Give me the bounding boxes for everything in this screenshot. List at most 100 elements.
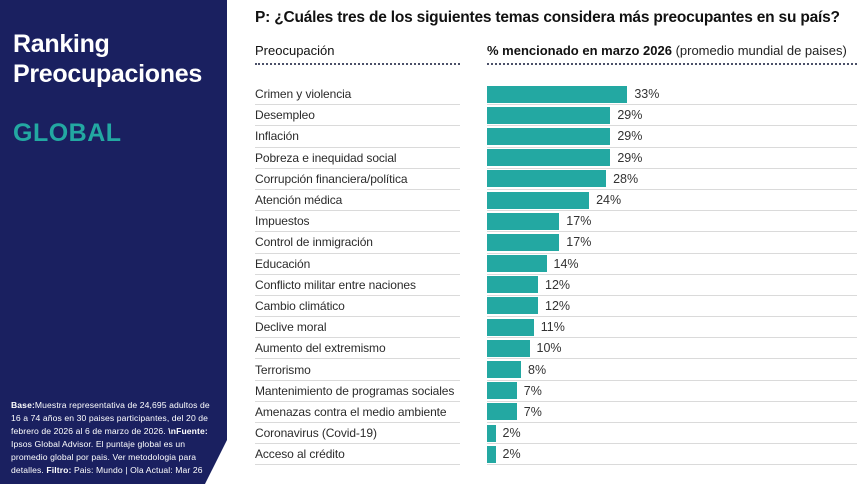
bar-cell: 7% (487, 402, 857, 423)
bar (487, 233, 560, 251)
value-label: 12% (545, 298, 571, 313)
category-label: Amenazas contra el medio ambiente (255, 402, 460, 423)
category-label: Impuestos (255, 211, 460, 233)
value-label: 33% (634, 87, 660, 102)
bar (487, 318, 534, 336)
table-row: Mantenimiento de programas sociales 7% (255, 381, 857, 402)
chart-panel: P: ¿Cuáles tres de los siguientes temas … (255, 0, 857, 484)
table-row: Control de inmigración 17% (255, 232, 857, 254)
bar (487, 127, 611, 145)
category-label: Corrupción financiera/política (255, 169, 460, 190)
value-label: 28% (613, 171, 639, 186)
bar-cell: 12% (487, 275, 857, 296)
percent-header-bold: % mencionado en marzo 2026 (487, 43, 672, 58)
bar (487, 424, 496, 442)
bar (487, 212, 560, 230)
table-header: Preocupación % mencionado en marzo 2026 … (255, 43, 857, 65)
value-label: 2% (502, 447, 521, 462)
table-row: Atención médica 24% (255, 190, 857, 212)
category-label: Acceso al crédito (255, 444, 460, 466)
bar (487, 255, 547, 273)
value-label: 14% (553, 256, 579, 271)
bar (487, 382, 517, 400)
table-row: Crimen y violencia 33% (255, 84, 857, 106)
table-row: Impuestos 17% (255, 211, 857, 233)
bar-cell: 12% (487, 296, 857, 318)
bar-cell: 2% (487, 444, 857, 466)
table-row: Aumento del extremismo 10% (255, 338, 857, 360)
table-row: Declive moral 11% (255, 317, 857, 339)
table-row: Conflicto militar entre naciones 12% (255, 275, 857, 296)
category-label: Inflación (255, 126, 460, 148)
table-row: Educación 14% (255, 254, 857, 275)
percent-header-note: (promedio mundial de paises) (671, 43, 847, 58)
bar (487, 339, 530, 357)
value-label: 11% (540, 320, 565, 335)
category-label: Desempleo (255, 105, 460, 127)
category-label: Cambio climático (255, 296, 460, 318)
value-label: 29% (617, 150, 643, 165)
table-row: Desempleo 29% (255, 105, 857, 127)
sidebar: Ranking Preocupaciones GLOBAL Base:Muest… (0, 0, 227, 484)
value-label: 29% (617, 108, 643, 123)
value-label: 12% (545, 277, 571, 292)
category-label: Atención médica (255, 190, 460, 212)
bar-cell: 24% (487, 190, 857, 212)
category-label: Declive moral (255, 317, 460, 339)
table-row: Corrupción financiera/política 28% (255, 169, 857, 190)
bar-cell: 33% (487, 84, 857, 106)
table-row: Acceso al crédito 2% (255, 444, 857, 466)
bar (487, 445, 496, 463)
category-label: Conflicto militar entre naciones (255, 275, 460, 296)
category-label: Educación (255, 254, 460, 275)
bar (487, 191, 590, 209)
category-label: Crimen y violencia (255, 84, 460, 106)
bar-cell: 10% (487, 338, 857, 360)
bar-cell: 29% (487, 105, 857, 127)
value-label: 7% (523, 383, 542, 398)
percent-column-header: % mencionado en marzo 2026 (promedio mun… (487, 43, 857, 65)
bar (487, 149, 611, 167)
category-label: Terrorismo (255, 359, 460, 381)
bar-cell: 11% (487, 317, 857, 339)
report-title-line2: Preocupaciones (13, 59, 202, 88)
value-label: 17% (566, 235, 592, 250)
bar (487, 85, 628, 103)
value-label: 24% (596, 193, 622, 208)
category-label: Aumento del extremismo (255, 338, 460, 360)
category-label: Control de inmigración (255, 232, 460, 254)
value-label: 7% (523, 404, 542, 419)
bar-cell: 2% (487, 423, 857, 445)
value-label: 10% (536, 341, 562, 356)
concern-column-header: Preocupación (255, 43, 460, 65)
bar (487, 106, 611, 124)
bar-cell: 29% (487, 126, 857, 148)
table-row: Cambio climático 12% (255, 296, 857, 318)
category-label: Mantenimiento de programas sociales (255, 381, 460, 402)
category-label: Pobreza e inequidad social (255, 148, 460, 169)
bar (487, 297, 539, 315)
table-row: Pobreza e inequidad social 29% (255, 148, 857, 169)
chart-rows: Crimen y violencia 33% Desempleo 29% Inflaci… (255, 84, 857, 466)
bar (487, 276, 539, 294)
value-label: 29% (617, 129, 643, 144)
bar-cell: 8% (487, 359, 857, 381)
bar-cell: 29% (487, 148, 857, 169)
value-label: 17% (566, 214, 592, 229)
bar-cell: 7% (487, 381, 857, 402)
table-row: Inflación 29% (255, 126, 857, 148)
table-row: Coronavirus (Covid-19) 2% (255, 423, 857, 445)
bar-cell: 28% (487, 169, 857, 190)
report-title-line1: Ranking (13, 30, 110, 58)
value-label: 8% (528, 362, 547, 377)
bar (487, 361, 522, 379)
report-title: Ranking Preocupaciones (0, 0, 227, 89)
bar (487, 170, 607, 188)
question-title: P: ¿Cuáles tres de los siguientes temas … (255, 9, 840, 26)
category-label: Coronavirus (Covid-19) (255, 423, 460, 445)
bar-cell: 14% (487, 254, 857, 275)
bar (487, 403, 517, 421)
report-subtitle: GLOBAL (13, 119, 122, 147)
value-label: 2% (502, 426, 521, 441)
